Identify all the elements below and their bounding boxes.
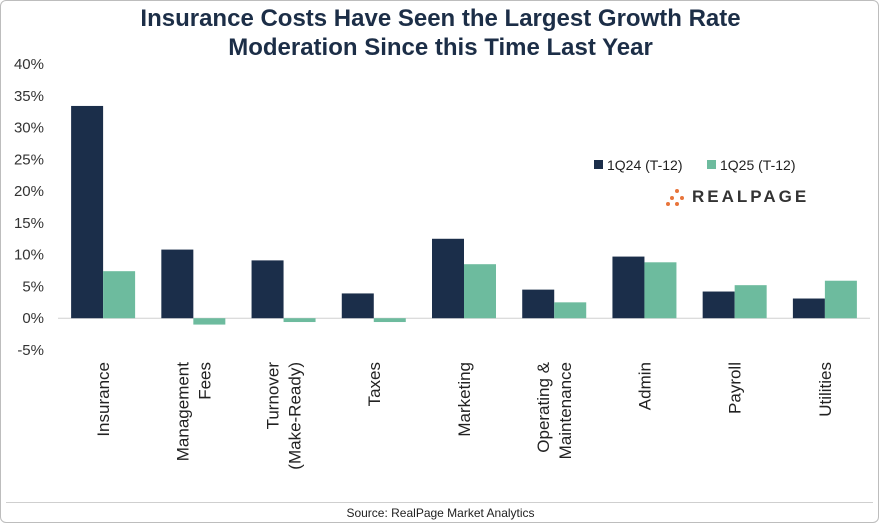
bar-series2 <box>464 264 496 319</box>
chart-title: Insurance Costs Have Seen the Largest Gr… <box>0 4 881 62</box>
y-tick-label: 15% <box>14 215 44 232</box>
realpage-logo-text: REALPAGE <box>692 187 810 206</box>
x-category-label: Marketing <box>455 362 474 437</box>
realpage-dots-icon <box>666 189 684 206</box>
bar-series1 <box>161 249 194 319</box>
x-category-label: (Make-Ready) <box>286 362 305 470</box>
source-divider <box>6 502 873 503</box>
bar-series2 <box>734 285 767 319</box>
legend-label: 1Q25 (T-12) <box>720 157 795 173</box>
x-category-label: Payroll <box>726 362 745 414</box>
bar-series2 <box>824 280 857 319</box>
legend-swatch <box>594 160 603 169</box>
y-tick-label: -5% <box>17 342 44 359</box>
x-category-label: Admin <box>635 362 654 410</box>
bar-series1 <box>612 256 645 319</box>
y-tick-label: 5% <box>22 278 44 295</box>
x-category-label: Turnover <box>264 362 283 430</box>
x-category-label: Utilities <box>816 362 835 417</box>
x-category-label: Insurance <box>94 362 113 437</box>
x-category-label: Fees <box>195 362 214 400</box>
y-tick-label: 10% <box>14 247 44 264</box>
bar-series1 <box>251 260 284 319</box>
bar-series2 <box>554 302 587 319</box>
chart-title-line-2: Moderation Since this Time Last Year <box>228 34 653 61</box>
bar-series1 <box>522 289 555 319</box>
bar-series1 <box>71 105 104 319</box>
y-tick-label: 30% <box>14 120 44 137</box>
legend-swatch <box>707 160 716 169</box>
bar-series2 <box>103 271 136 319</box>
y-tick-label: 35% <box>14 88 44 105</box>
realpage-logo: REALPAGE <box>666 187 809 207</box>
bar-series2 <box>373 318 406 323</box>
legend-label: 1Q24 (T-12) <box>607 157 682 173</box>
x-category-label: Taxes <box>365 362 384 406</box>
y-tick-label: 0% <box>22 310 44 327</box>
x-category-label: Maintenance <box>556 362 575 459</box>
bar-series2 <box>644 262 677 319</box>
y-tick-label: 20% <box>14 183 44 200</box>
source-note: Source: RealPage Market Analytics <box>346 506 535 520</box>
y-tick-label: 25% <box>14 151 44 168</box>
chart-title-line-1: Insurance Costs Have Seen the Largest Gr… <box>140 5 741 32</box>
bar-series2 <box>283 318 316 323</box>
bar-series1 <box>341 293 374 319</box>
y-tick-label: 40% <box>14 56 44 73</box>
bar-series1 <box>792 298 825 319</box>
bar-series1 <box>702 291 735 319</box>
bar-series1 <box>432 238 464 319</box>
bar-series2 <box>193 318 226 325</box>
x-category-label: Management <box>173 362 192 462</box>
x-category-label: Operating & <box>534 361 553 452</box>
bar-chart: -5% 0% 5% 10% 15% 20% 25% 30% 35% 40% Insurance Man… <box>14 56 870 470</box>
